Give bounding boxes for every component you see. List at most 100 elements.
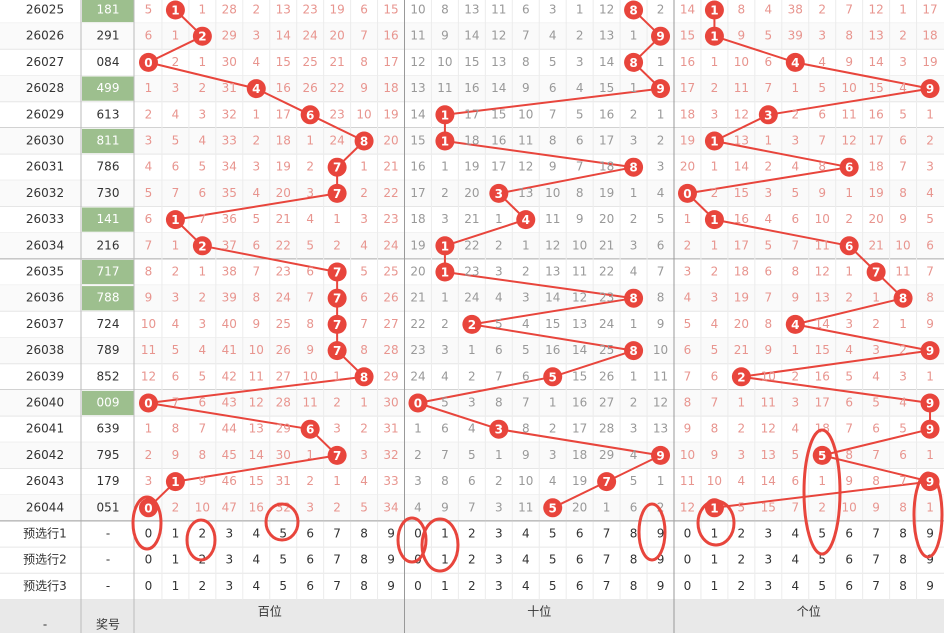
miss-count: 5 xyxy=(791,448,799,462)
miss-count: 3 xyxy=(926,160,934,174)
miss-count: 7 xyxy=(145,238,153,252)
miss-count: 24 xyxy=(383,238,398,252)
number: 724 xyxy=(97,317,120,331)
miss-count: 7 xyxy=(172,396,180,410)
hit-ball xyxy=(354,367,374,387)
miss-count: 1 xyxy=(199,265,207,279)
hit-digit: 7 xyxy=(333,292,341,306)
preselect-digit: 0 xyxy=(414,579,422,593)
miss-count: 15 xyxy=(680,29,695,43)
miss-count: 13 xyxy=(572,317,587,331)
miss-count: 9 xyxy=(549,160,557,174)
miss-count: 4 xyxy=(630,448,638,462)
miss-count: 5 xyxy=(657,212,665,226)
miss-count: 14 xyxy=(868,55,883,69)
miss-count: 12 xyxy=(815,265,830,279)
hit-ball xyxy=(920,341,940,361)
annotation-ellipse xyxy=(637,502,667,562)
trend-line xyxy=(444,271,634,300)
miss-count: 2 xyxy=(630,396,638,410)
miss-count: 15 xyxy=(572,369,587,383)
hit-digit: 6 xyxy=(845,161,853,175)
miss-count: 4 xyxy=(684,291,692,305)
miss-count: 3 xyxy=(145,134,153,148)
miss-count: 4 xyxy=(791,160,799,174)
trend-line xyxy=(498,428,661,457)
miss-count: 1 xyxy=(684,212,692,226)
miss-count: 10 xyxy=(141,317,156,331)
miss-count: 38 xyxy=(222,265,237,279)
miss-count: 1 xyxy=(711,238,719,252)
miss-count: 10 xyxy=(410,3,425,17)
miss-count: 2 xyxy=(630,212,638,226)
miss-count: 21 xyxy=(383,160,398,174)
hit-digit: 1 xyxy=(171,4,179,18)
hit-digit: 0 xyxy=(144,397,152,411)
miss-count: 4 xyxy=(441,369,449,383)
hit-ball xyxy=(165,0,185,20)
miss-count: 5 xyxy=(172,134,180,148)
miss-count: 18 xyxy=(599,160,614,174)
miss-count: 22 xyxy=(383,186,398,200)
hit-digit: 0 xyxy=(414,397,422,411)
miss-count: 2 xyxy=(576,29,584,43)
miss-count: 29 xyxy=(276,422,291,436)
miss-count: 20 xyxy=(868,212,883,226)
miss-count: 4 xyxy=(199,343,207,357)
miss-count: 1 xyxy=(630,29,638,43)
miss-count: 17 xyxy=(276,107,291,121)
miss-count: 11 xyxy=(895,265,910,279)
miss-count: 8 xyxy=(522,55,530,69)
miss-count: 1 xyxy=(199,55,207,69)
miss-count: 23 xyxy=(276,265,291,279)
miss-count: 31 xyxy=(276,474,291,488)
hit-ball xyxy=(651,79,671,99)
miss-count: 19 xyxy=(329,3,344,17)
miss-count: 2 xyxy=(252,134,260,148)
number: 795 xyxy=(97,448,120,462)
miss-count: 21 xyxy=(410,291,425,305)
miss-count: 39 xyxy=(788,29,803,43)
hit-digit: 1 xyxy=(710,135,718,149)
trend-line xyxy=(444,140,634,169)
preselect-digit: 9 xyxy=(657,579,665,593)
miss-count: 3 xyxy=(495,500,503,514)
miss-count: 5 xyxy=(549,55,557,69)
issue: 26034 xyxy=(26,238,64,252)
issue: 26026 xyxy=(26,29,64,43)
row-bg xyxy=(0,442,944,469)
annotation-ellipse xyxy=(912,471,944,559)
miss-count: 8 xyxy=(199,448,207,462)
miss-count: 25 xyxy=(276,317,291,331)
miss-count: 7 xyxy=(576,160,584,174)
miss-count: 13 xyxy=(599,29,614,43)
miss-count: 2 xyxy=(306,160,314,174)
hit-ball xyxy=(893,288,913,308)
hit-digit: 0 xyxy=(144,56,152,70)
preselect-digit: 4 xyxy=(791,527,799,541)
miss-count: 5 xyxy=(684,317,692,331)
miss-count: 6 xyxy=(495,343,503,357)
miss-count: 3 xyxy=(468,396,476,410)
miss-count: 6 xyxy=(145,212,153,226)
miss-count: 16 xyxy=(599,107,614,121)
miss-count: 2 xyxy=(549,422,557,436)
miss-count: 21 xyxy=(276,212,291,226)
number-cell xyxy=(82,76,134,101)
hit-digit: 8 xyxy=(360,135,368,149)
preselect-digit: 3 xyxy=(495,553,503,567)
trend-line xyxy=(471,297,634,326)
miss-count: 2 xyxy=(333,396,341,410)
hit-ball xyxy=(327,288,347,308)
miss-count: 1 xyxy=(603,500,611,514)
number: 051 xyxy=(97,500,120,514)
miss-count: 25 xyxy=(599,343,614,357)
miss-count: 1 xyxy=(306,448,314,462)
hit-digit: 6 xyxy=(306,423,314,437)
issue: 26038 xyxy=(26,343,64,357)
preselect-number: - xyxy=(106,579,110,593)
miss-count: 19 xyxy=(922,55,937,69)
miss-count: 17 xyxy=(815,396,830,410)
hit-digit: 8 xyxy=(629,292,637,306)
miss-count: 15 xyxy=(464,55,479,69)
